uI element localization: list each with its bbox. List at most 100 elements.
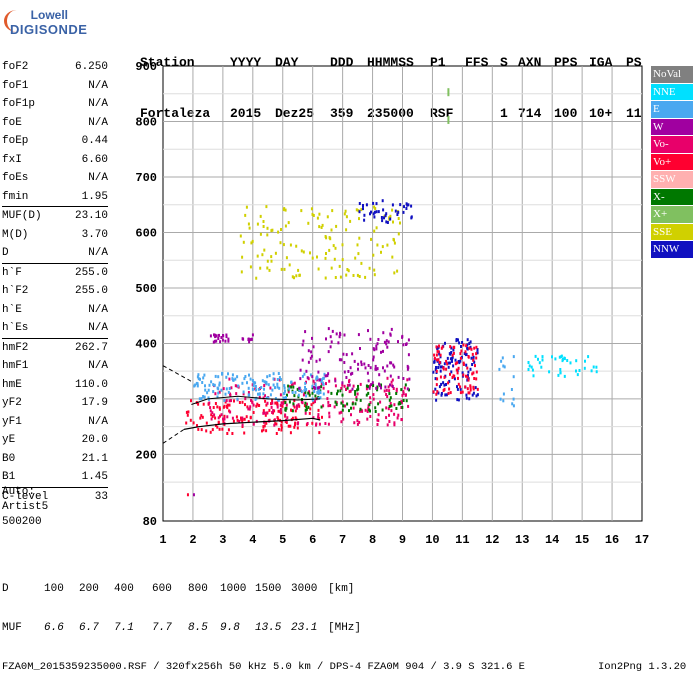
y-tick-label: 700: [135, 171, 157, 185]
echo-point: [213, 413, 216, 417]
echo-point: [267, 396, 270, 400]
echo-point: [583, 366, 586, 370]
echo-point: [356, 243, 359, 247]
echo-point: [211, 414, 214, 418]
echo-point: [584, 359, 586, 363]
echo-point: [322, 376, 325, 380]
echo-point: [407, 338, 410, 342]
echo-point: [452, 374, 455, 378]
echo-point: [205, 429, 208, 433]
echo-point: [252, 403, 255, 407]
echo-point: [502, 364, 505, 368]
echo-point: [331, 209, 334, 213]
echo-point: [341, 383, 344, 387]
x-tick-label: 8: [369, 533, 376, 547]
echo-point: [261, 429, 263, 433]
echo-point: [298, 388, 301, 392]
echo-point: [305, 407, 308, 411]
echo-point: [450, 370, 453, 374]
echo-point: [296, 426, 299, 430]
echo-point: [350, 413, 352, 417]
echo-point: [242, 337, 245, 341]
footer-value: 600: [152, 583, 172, 595]
echo-point: [382, 349, 384, 353]
echo-point: [315, 423, 317, 427]
echo-point: [389, 374, 392, 378]
echo-point: [274, 397, 277, 401]
echo-point: [353, 359, 356, 363]
echo-point: [401, 393, 404, 397]
echo-point: [282, 401, 285, 405]
echo-point: [372, 393, 375, 397]
echo-point: [397, 232, 400, 236]
echo-point: [457, 382, 460, 386]
echo-point: [315, 377, 318, 381]
echo-point: [365, 203, 368, 207]
echo-point: [434, 377, 437, 381]
echo-point: [382, 208, 385, 212]
y-tick-label: 600: [135, 226, 157, 240]
param-value: 262.7: [74, 341, 108, 354]
echo-point: [377, 210, 380, 214]
echo-point: [280, 423, 283, 427]
legend-item-ssw: SSW: [651, 171, 693, 189]
param-label: foF1p: [2, 98, 36, 110]
echo-point: [228, 377, 231, 381]
echo-point: [214, 416, 217, 420]
echo-point: [548, 370, 551, 374]
echo-point: [301, 358, 304, 362]
echo-point: [296, 422, 299, 426]
echo-point: [276, 401, 279, 405]
echo-point: [288, 387, 291, 391]
echo-point: [346, 268, 349, 271]
echo-point: [223, 398, 226, 402]
echo-point: [282, 243, 285, 247]
echo-point: [307, 360, 310, 364]
echo-point: [334, 246, 337, 250]
echo-point: [532, 374, 535, 378]
echo-point: [370, 210, 372, 214]
echo-point: [437, 350, 440, 354]
echo-point: [473, 346, 476, 350]
echo-point: [324, 374, 327, 378]
echo-point: [439, 355, 442, 359]
echo-point: [247, 391, 250, 394]
echo-point: [469, 388, 472, 392]
echo-point: [300, 400, 303, 404]
x-tick-label: 14: [545, 533, 559, 547]
x-tick-label: 13: [515, 533, 529, 547]
echo-point: [309, 356, 312, 360]
echo-point: [274, 386, 276, 390]
echo-point: [470, 356, 473, 360]
header-value-10: 10+: [589, 106, 613, 121]
legend-item-sse: SSE: [651, 223, 693, 241]
echo-point: [249, 265, 252, 269]
echo-point: [388, 398, 391, 402]
echo-point: [470, 347, 473, 351]
echo-point: [466, 375, 469, 379]
echo-point: [276, 378, 279, 381]
echo-point: [388, 216, 391, 220]
echo-point: [559, 368, 562, 371]
echo-point: [462, 373, 465, 377]
echo-point: [361, 409, 364, 413]
echo-point: [373, 348, 376, 352]
param-label: fmin: [2, 190, 29, 203]
echo-point: [314, 382, 317, 386]
echo-point: [328, 411, 331, 415]
echo-point: [595, 365, 598, 369]
echo-point: [244, 375, 247, 378]
echo-point: [332, 244, 335, 248]
echo-point: [340, 358, 343, 362]
echo-point: [207, 396, 210, 400]
echo-point: [457, 398, 460, 402]
echo-point: [263, 411, 266, 415]
echo-point: [349, 389, 352, 393]
echo-point: [265, 421, 268, 425]
echo-point: [277, 372, 280, 375]
echo-point: [256, 222, 259, 226]
echo-point: [358, 217, 360, 221]
echo-point: [527, 368, 530, 371]
echo-point: [301, 374, 304, 378]
echo-point: [210, 413, 213, 417]
